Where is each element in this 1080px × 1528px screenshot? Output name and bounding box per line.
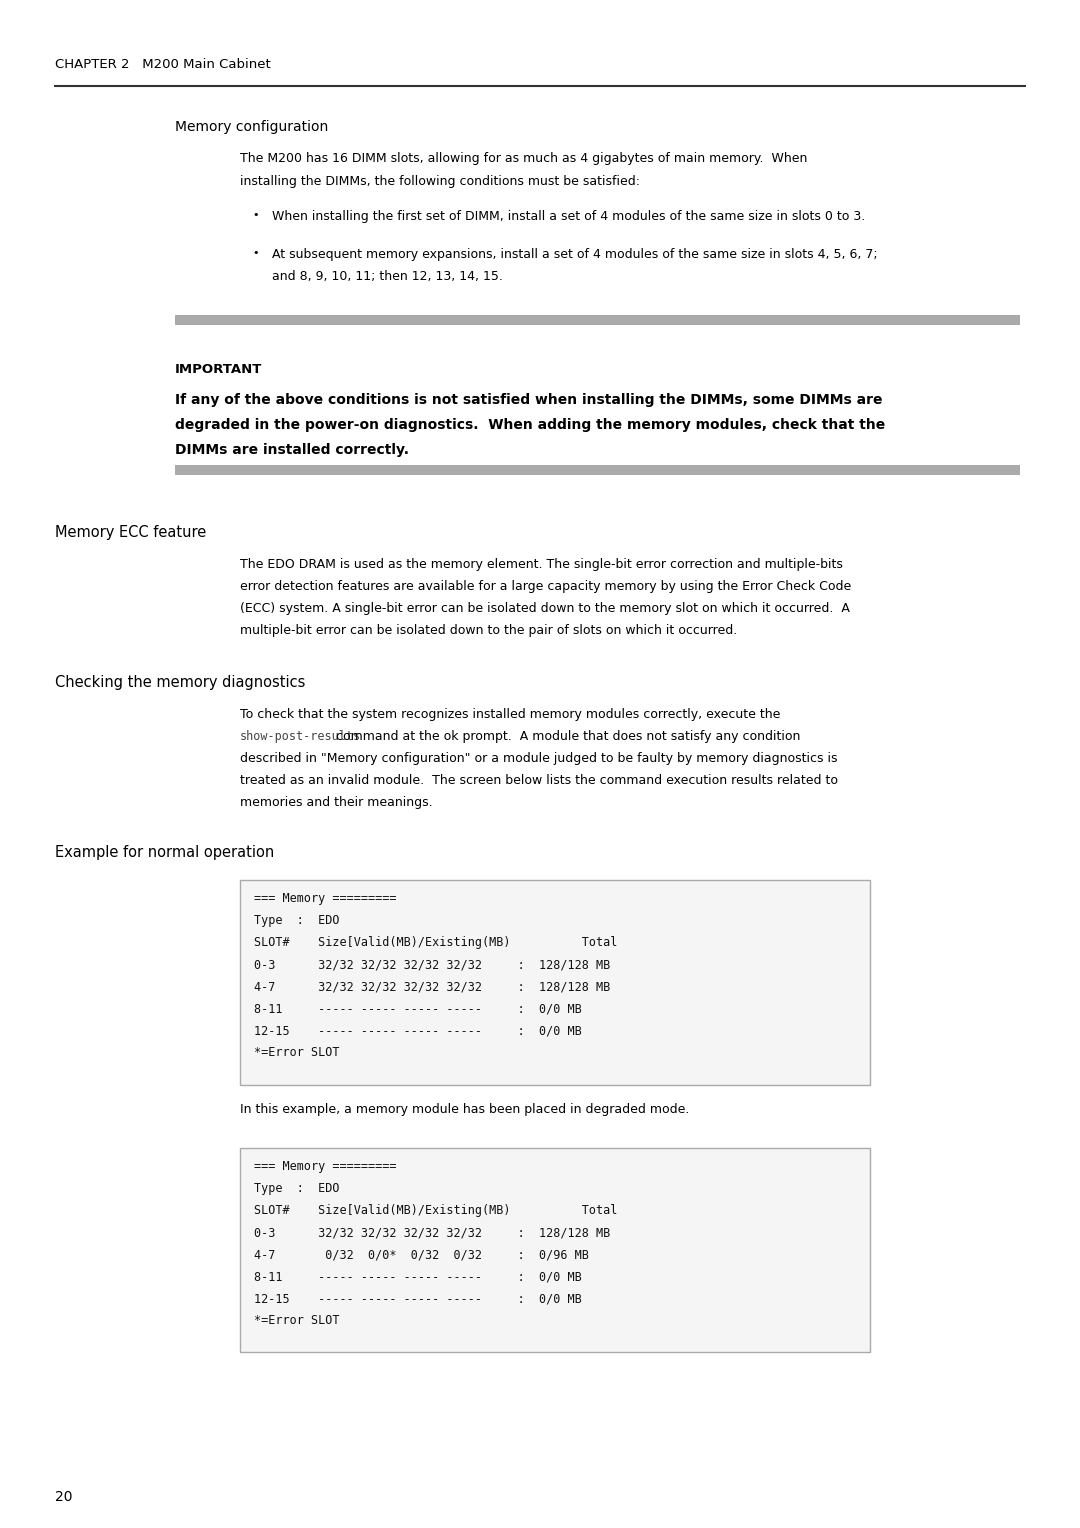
Text: Type  :  EDO: Type : EDO — [254, 914, 339, 927]
Text: and 8, 9, 10, 11; then 12, 13, 14, 15.: and 8, 9, 10, 11; then 12, 13, 14, 15. — [272, 270, 503, 283]
Text: show-post-results: show-post-results — [240, 730, 361, 743]
Text: In this example, a memory module has been placed in degraded mode.: In this example, a memory module has bee… — [240, 1103, 689, 1115]
Text: *=Error SLOT: *=Error SLOT — [254, 1047, 339, 1059]
Text: 0-3      32/32 32/32 32/32 32/32     :  128/128 MB: 0-3 32/32 32/32 32/32 32/32 : 128/128 MB — [254, 958, 610, 970]
Text: Memory configuration: Memory configuration — [175, 121, 328, 134]
Text: installing the DIMMs, the following conditions must be satisfied:: installing the DIMMs, the following cond… — [240, 176, 640, 188]
Text: When installing the first set of DIMM, install a set of 4 modules of the same si: When installing the first set of DIMM, i… — [272, 209, 865, 223]
Text: described in "Memory configuration" or a module judged to be faulty by memory di: described in "Memory configuration" or a… — [240, 752, 837, 766]
FancyBboxPatch shape — [175, 465, 1020, 475]
Text: Checking the memory diagnostics: Checking the memory diagnostics — [55, 675, 306, 691]
Text: DIMMs are installed correctly.: DIMMs are installed correctly. — [175, 443, 409, 457]
Text: Type  :  EDO: Type : EDO — [254, 1183, 339, 1195]
Text: If any of the above conditions is not satisfied when installing the DIMMs, some : If any of the above conditions is not sa… — [175, 393, 882, 406]
Text: To check that the system recognizes installed memory modules correctly, execute : To check that the system recognizes inst… — [240, 707, 781, 721]
Text: multiple-bit error can be isolated down to the pair of slots on which it occurre: multiple-bit error can be isolated down … — [240, 623, 738, 637]
Text: === Memory =========: === Memory ========= — [254, 892, 396, 905]
FancyBboxPatch shape — [240, 1148, 870, 1352]
Text: memories and their meanings.: memories and their meanings. — [240, 796, 433, 808]
Text: 20: 20 — [55, 1490, 72, 1504]
Text: error detection features are available for a large capacity memory by using the : error detection features are available f… — [240, 581, 851, 593]
Text: (ECC) system. A single-bit error can be isolated down to the memory slot on whic: (ECC) system. A single-bit error can be … — [240, 602, 850, 614]
Text: 8-11     ----- ----- ----- -----     :  0/0 MB: 8-11 ----- ----- ----- ----- : 0/0 MB — [254, 1002, 582, 1015]
Text: •: • — [252, 209, 258, 220]
Text: •: • — [252, 248, 258, 258]
Text: SLOT#    Size[Valid(MB)/Existing(MB)          Total: SLOT# Size[Valid(MB)/Existing(MB) Total — [254, 937, 618, 949]
FancyBboxPatch shape — [240, 880, 870, 1085]
Text: 12-15    ----- ----- ----- -----     :  0/0 MB: 12-15 ----- ----- ----- ----- : 0/0 MB — [254, 1293, 582, 1305]
Text: The EDO DRAM is used as the memory element. The single-bit error correction and : The EDO DRAM is used as the memory eleme… — [240, 558, 842, 571]
Text: SLOT#    Size[Valid(MB)/Existing(MB)          Total: SLOT# Size[Valid(MB)/Existing(MB) Total — [254, 1204, 618, 1216]
Text: 0-3      32/32 32/32 32/32 32/32     :  128/128 MB: 0-3 32/32 32/32 32/32 32/32 : 128/128 MB — [254, 1225, 610, 1239]
Text: treated as an invalid module.  The screen below lists the command execution resu: treated as an invalid module. The screen… — [240, 775, 838, 787]
Text: 4-7      32/32 32/32 32/32 32/32     :  128/128 MB: 4-7 32/32 32/32 32/32 32/32 : 128/128 MB — [254, 979, 610, 993]
Text: degraded in the power-on diagnostics.  When adding the memory modules, check tha: degraded in the power-on diagnostics. Wh… — [175, 419, 886, 432]
Text: *=Error SLOT: *=Error SLOT — [254, 1314, 339, 1326]
Text: Example for normal operation: Example for normal operation — [55, 845, 274, 860]
Text: At subsequent memory expansions, install a set of 4 modules of the same size in : At subsequent memory expansions, install… — [272, 248, 878, 261]
FancyBboxPatch shape — [175, 315, 1020, 325]
Text: 4-7       0/32  0/0*  0/32  0/32     :  0/96 MB: 4-7 0/32 0/0* 0/32 0/32 : 0/96 MB — [254, 1248, 589, 1261]
Text: The M200 has 16 DIMM slots, allowing for as much as 4 gigabytes of main memory. : The M200 has 16 DIMM slots, allowing for… — [240, 151, 808, 165]
Text: command at the ok prompt.  A module that does not satisfy any condition: command at the ok prompt. A module that … — [332, 730, 800, 743]
Text: 12-15    ----- ----- ----- -----     :  0/0 MB: 12-15 ----- ----- ----- ----- : 0/0 MB — [254, 1024, 582, 1038]
Text: IMPORTANT: IMPORTANT — [175, 364, 262, 376]
Text: Memory ECC feature: Memory ECC feature — [55, 526, 206, 539]
Text: CHAPTER 2   M200 Main Cabinet: CHAPTER 2 M200 Main Cabinet — [55, 58, 271, 70]
Text: 8-11     ----- ----- ----- -----     :  0/0 MB: 8-11 ----- ----- ----- ----- : 0/0 MB — [254, 1270, 582, 1284]
Text: === Memory =========: === Memory ========= — [254, 1160, 396, 1174]
